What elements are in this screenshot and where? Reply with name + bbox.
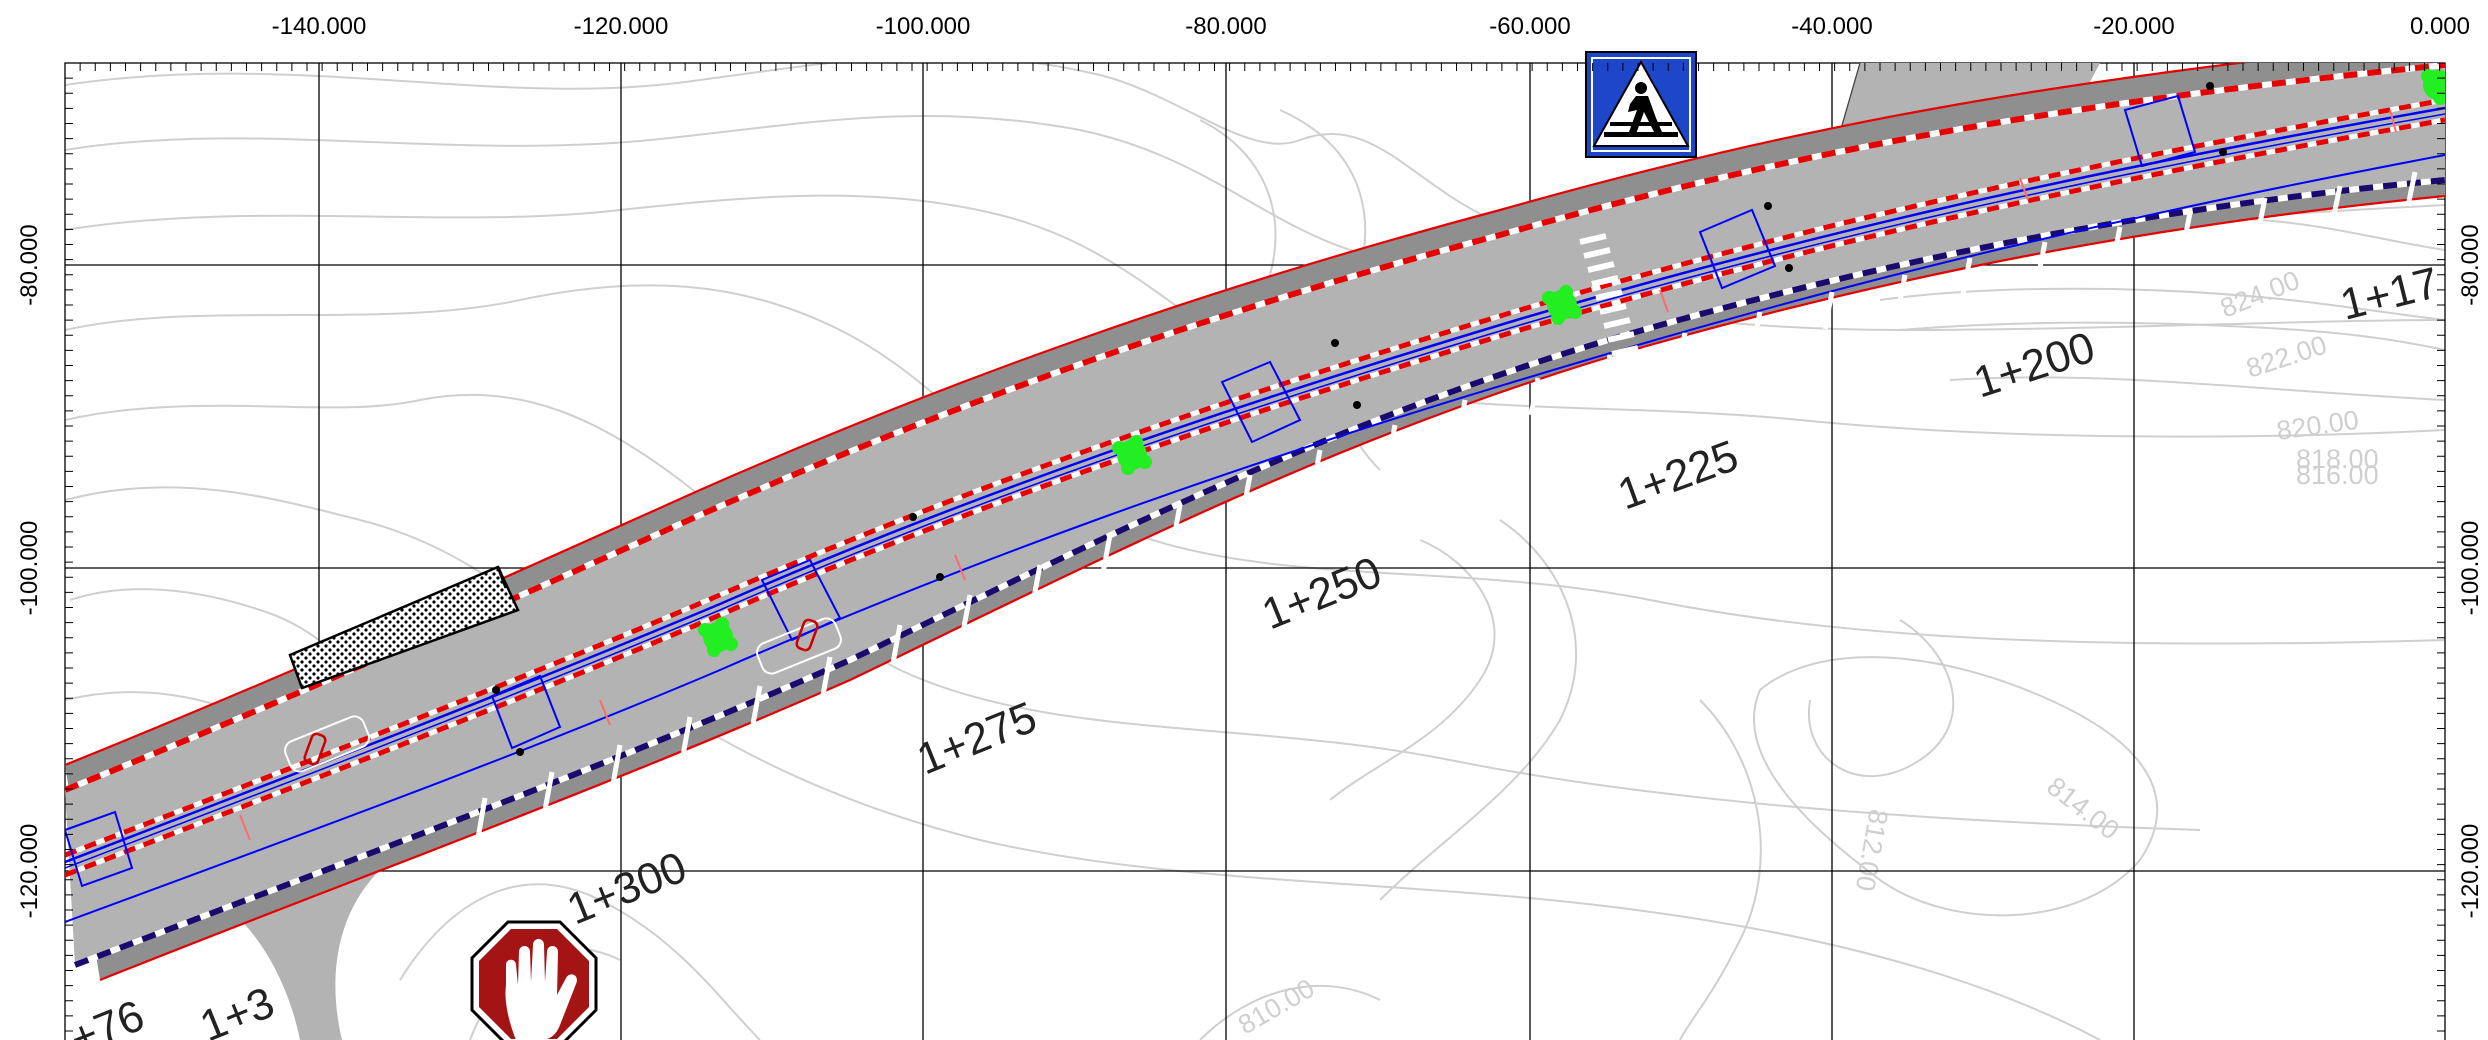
contour-label-822: 822.00 [2243,330,2331,384]
x-label-minus-60: -60.000 [1489,13,1570,40]
x-label-minus-80: -80.000 [1185,13,1266,40]
x-label-0: 0.000 [2410,13,2470,40]
point-markers [492,82,2227,756]
y-label-right-minus-100: -100.000 [2457,521,2484,616]
contour-label-814: 814.00 [2041,771,2125,845]
station-label-1-3: 1+3 [193,978,281,1040]
station-label-1-17: 1+17 [2336,258,2444,330]
frame-ticks [64,62,2445,1032]
y-label-right-minus-80: -80.000 [2457,224,2484,305]
station-label-1-200: 1+200 [1968,323,2101,408]
y-axis-labels-right: -80.000 -100.000 -120.000 [2457,224,2484,918]
contour-label-818: 818.00 [2296,444,2379,474]
lane-line [65,154,2445,923]
median-structures [65,94,2197,888]
contour-label-812: 812.00 [1850,807,1894,894]
y-label-right-minus-120: -120.000 [2457,824,2484,919]
hatched-barrier [288,565,520,690]
station-label-1-300: 1+300 [560,843,693,935]
x-label-minus-120: -120.000 [574,13,669,40]
pedestrian-crossing-icon [1585,51,1697,158]
contour-label-820: 820.00 [2275,405,2361,446]
y-label-left-minus-120: -120.000 [16,824,43,919]
vehicle-symbols [284,617,842,773]
x-label-minus-20: -20.000 [2093,13,2174,40]
y-axis-labels-left: -80.000 -100.000 -120.000 [16,224,43,918]
survey-markers [698,69,2445,657]
centerline-alignment [65,106,2445,864]
x-label-minus-40: -40.000 [1791,13,1872,40]
station-label-1-250: 1+250 [1255,548,1388,640]
x-label-minus-140: -140.000 [272,13,367,40]
station-label-1-225: 1+225 [1612,431,1745,519]
x-axis-labels: -140.000 -120.000 -100.000 -80.000 -60.0… [272,13,2470,40]
x-label-minus-100: -100.000 [876,13,971,40]
station-label-1-275: 1+275 [910,693,1043,785]
road-corridor [65,63,2445,982]
zebra-crossing [1579,233,1643,371]
y-label-left-minus-80: -80.000 [16,224,43,305]
station-label-76: +76 [63,991,151,1040]
contour-label-816: 816.00 [2296,460,2379,490]
stop-hand-icon [470,920,598,1040]
contour-label-810: 810.00 [1233,973,1320,1040]
contour-label-824: 824.00 [2216,265,2304,324]
road-verge [65,63,2445,980]
y-label-left-minus-100: -100.000 [16,521,43,616]
